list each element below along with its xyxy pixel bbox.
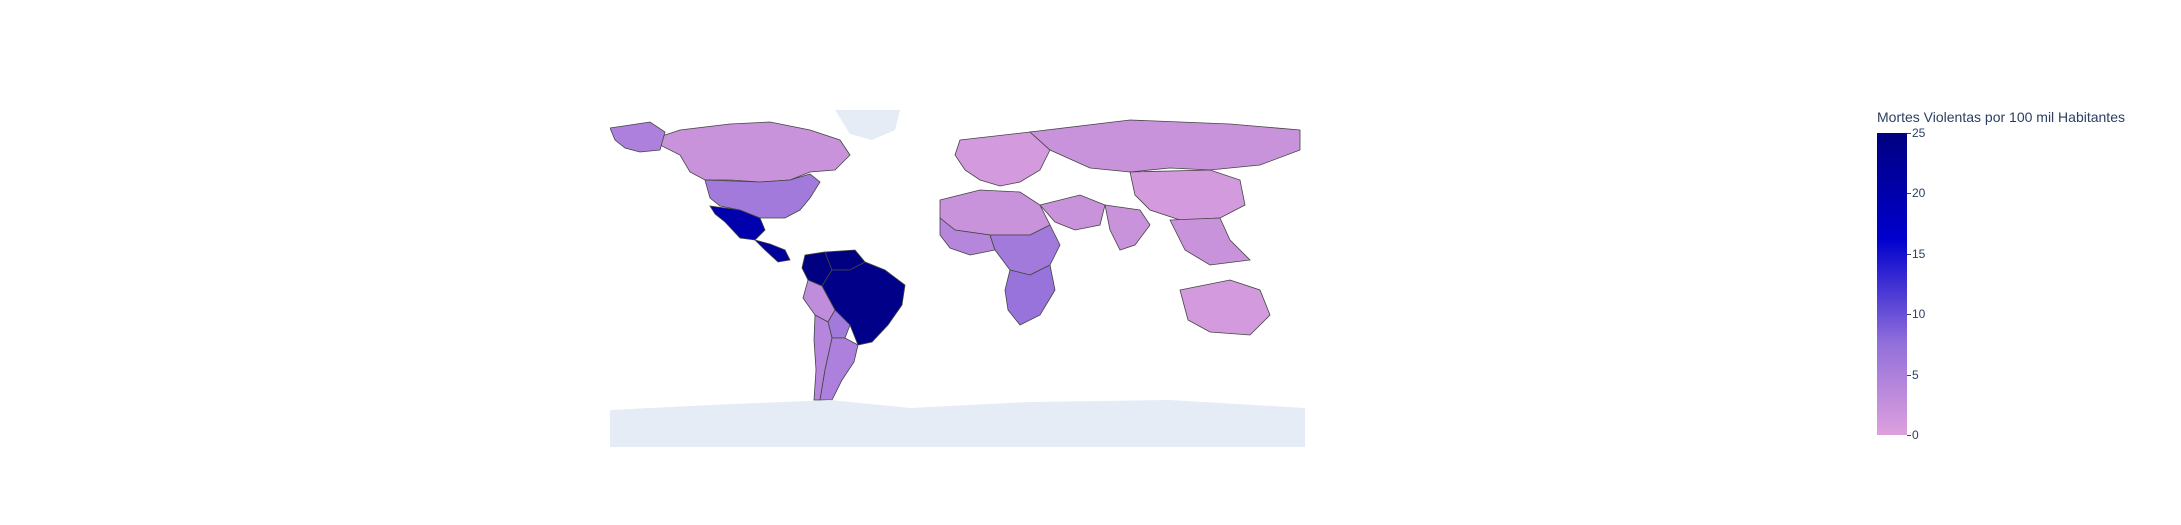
world-map[interactable] — [609, 110, 1305, 447]
country-australia[interactable] — [1179, 279, 1271, 336]
colorbar-tick-label: 0 — [1912, 428, 1919, 442]
country-greenland[interactable] — [835, 110, 900, 140]
country-europe[interactable] — [954, 131, 1051, 187]
country-china[interactable] — [1129, 169, 1246, 221]
country-argentina[interactable] — [819, 337, 859, 401]
country-north-africa[interactable] — [939, 189, 1051, 236]
colorbar-tick-mark — [1907, 374, 1911, 376]
country-southern-africa[interactable] — [1004, 264, 1056, 326]
colorbar-gradient — [1877, 133, 1907, 435]
country-united-states[interactable] — [704, 173, 821, 219]
colorbar-tick-mark — [1907, 435, 1911, 436]
country-west-africa[interactable] — [939, 217, 996, 256]
colorbar-tick-label: 25 — [1912, 126, 1926, 140]
colorbar-tick-label: 10 — [1912, 307, 1926, 322]
country-southeast-asia[interactable] — [1169, 217, 1251, 266]
country-canada[interactable] — [648, 121, 851, 183]
country-antarctica[interactable] — [610, 400, 1305, 447]
colorbar-tick-label: 5 — [1912, 367, 1919, 382]
colorbar-tick-label: 20 — [1912, 186, 1926, 201]
colorbar-title: Mortes Violentas por 100 mil Habitantes — [1877, 109, 2125, 125]
colorbar-tick-mark — [1907, 253, 1911, 255]
colorbar-tick-mark — [1907, 193, 1911, 195]
country-middle-east[interactable] — [1039, 194, 1106, 231]
country-central-america[interactable] — [753, 239, 791, 263]
colorbar-tick-label: 15 — [1912, 246, 1926, 261]
country-india[interactable] — [1104, 204, 1151, 251]
country-russia[interactable] — [1029, 119, 1301, 173]
colorbar-tick-mark — [1907, 314, 1911, 316]
world-map-svg — [609, 110, 1305, 447]
country-alaska[interactable] — [609, 121, 666, 153]
colorbar-tick-mark — [1907, 133, 1911, 134]
